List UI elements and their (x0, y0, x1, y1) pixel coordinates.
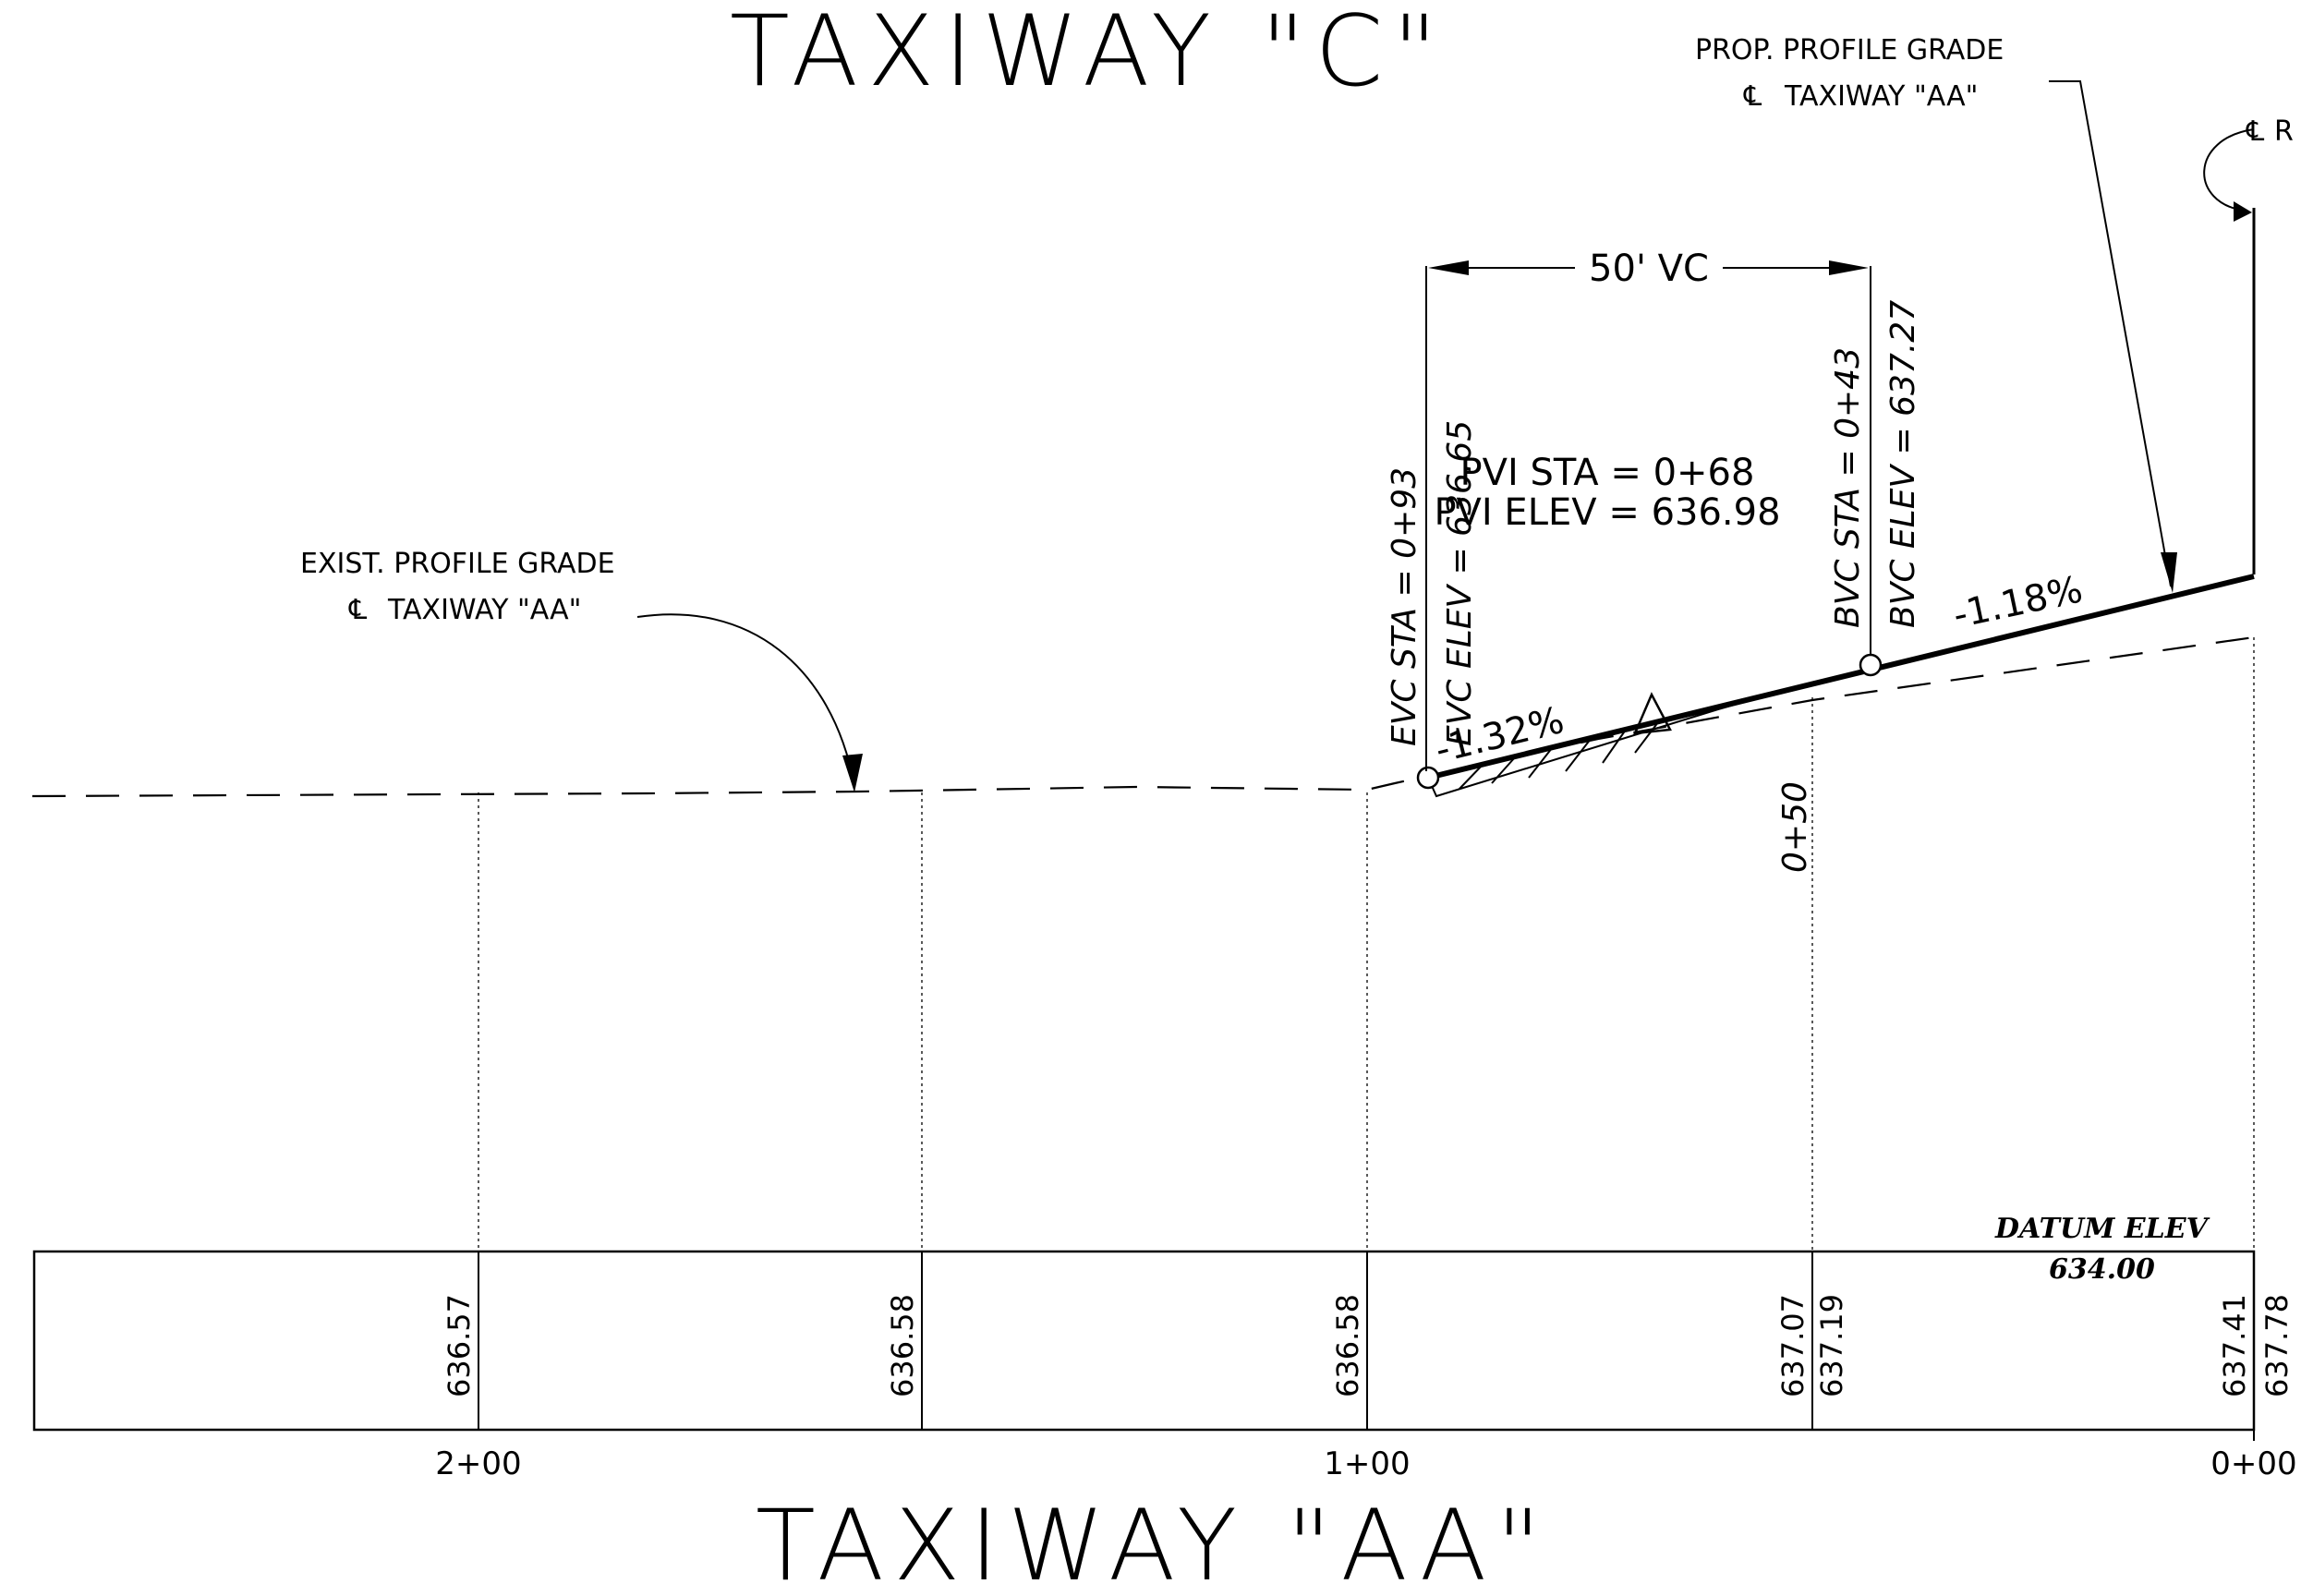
title-taxiway-aa: TAXIWAY "AA" (756, 1489, 1550, 1596)
elevation-value: 637.78 (2259, 1294, 2295, 1397)
grade-right-label: -1.18% (1950, 568, 2087, 636)
centerline-right-leader (2203, 128, 2255, 212)
elevation-value: 637.41 (2217, 1294, 2252, 1397)
vc-arrow-right (1829, 260, 1869, 275)
elevation-value: 636.58 (885, 1294, 920, 1397)
exist-grade-label-1: EXIST. PROFILE GRADE (300, 548, 615, 580)
exist-grade-leader (636, 613, 855, 786)
evc-elevation-label: EVC ELEV = 636.65 (1441, 420, 1479, 746)
elevation-table (32, 1250, 2256, 1441)
station-mid-label: 0+50 (1776, 781, 1814, 873)
vc-length-label: 50' VC (1589, 248, 1709, 290)
centerline-right-arrow (2234, 201, 2252, 222)
fill-area (1426, 681, 1816, 798)
bvc-elevation-label: BVC ELEV = 637.27 (1884, 300, 1922, 628)
elevation-value: 636.57 (442, 1294, 477, 1397)
existing-profile-line (31, 635, 2255, 798)
centerline-symbol-exist: ℄ (348, 594, 367, 626)
evc-station-label: EVC STA = 0+93 (1386, 467, 1423, 746)
centerline-symbol-prop: ℄ (1743, 80, 1762, 113)
pvi-station-label: PVI STA = 0+68 (1460, 452, 1755, 494)
exist-grade-arrow (842, 754, 863, 792)
elevation-value: 637.19 (1814, 1294, 1849, 1397)
station-label-0-00: 0+00 (2210, 1445, 2296, 1482)
vc-arrow-left (1428, 260, 1469, 275)
centerline-symbol-right: ℄ (2246, 115, 2264, 148)
prop-grade-label-2: TAXIWAY "AA" (1784, 80, 1978, 113)
pvi-triangle (1633, 692, 1672, 735)
station-label-1-00: 1+00 (1324, 1445, 1410, 1482)
pvi-elevation-label: PVI ELEV = 636.98 (1434, 491, 1780, 534)
station-label-2-00: 2+00 (435, 1445, 521, 1482)
datum-title: DATUM ELEV (1994, 1213, 2210, 1245)
bvc-station-label: BVC STA = 0+43 (1829, 347, 1867, 628)
elevation-value: 637.07 (1775, 1294, 1811, 1397)
bvc-point (1859, 653, 1883, 677)
title-taxiway-c: TAXIWAY "C" (730, 0, 1447, 108)
datum-value: 634.00 (2049, 1253, 2155, 1286)
evc-point (1416, 766, 1440, 790)
elevation-value: 636.58 (1330, 1294, 1365, 1397)
prop-grade-leader (2049, 80, 2172, 587)
prop-grade-label-1: PROP. PROFILE GRADE (1695, 34, 2004, 66)
hatch-lines (1459, 721, 1659, 790)
centerline-right-label: R (2274, 115, 2294, 148)
station-grid (478, 637, 2255, 1251)
prop-grade-arrow (2161, 552, 2177, 593)
exist-grade-label-2: TAXIWAY "AA" (387, 594, 581, 626)
